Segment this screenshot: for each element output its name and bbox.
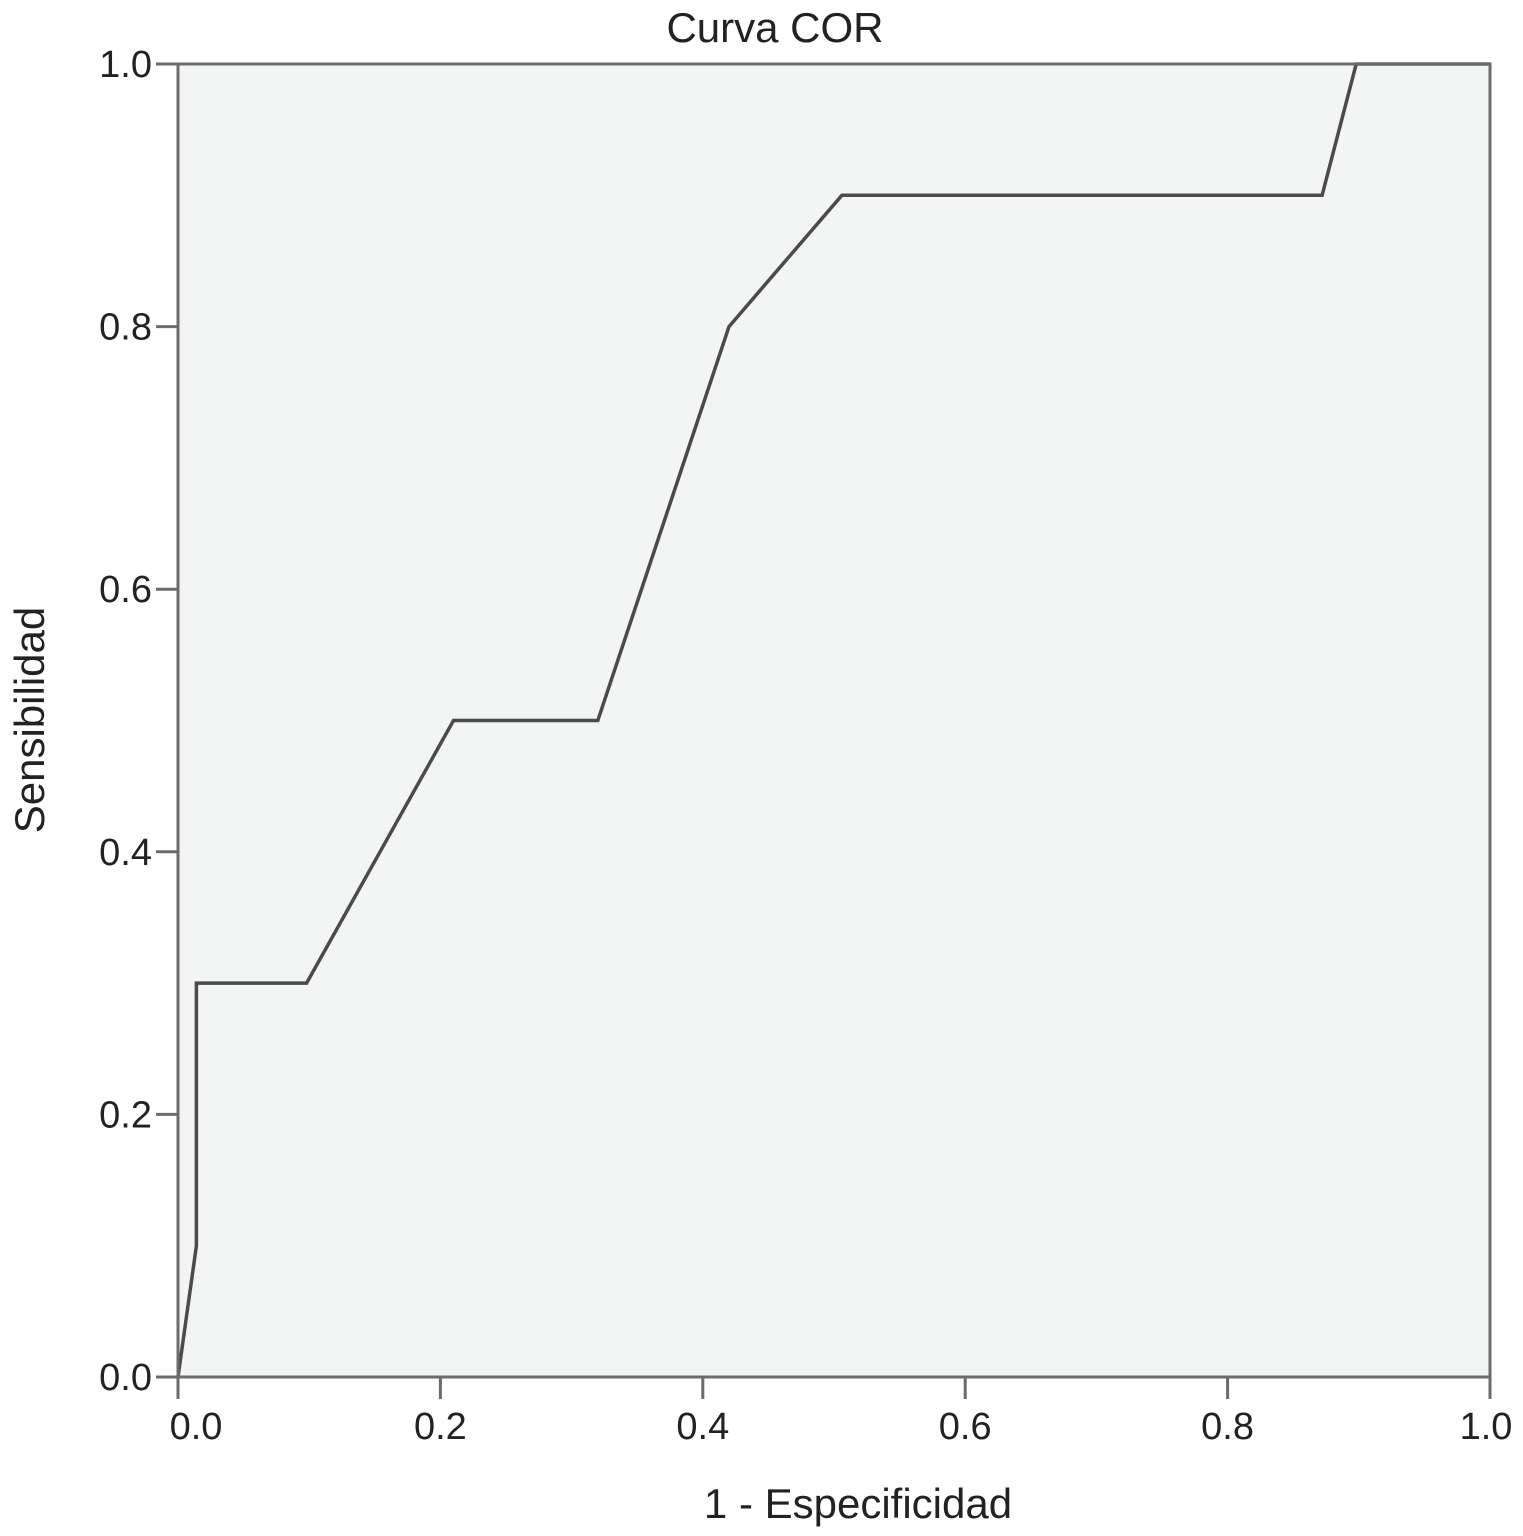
plot-background bbox=[178, 64, 1490, 1377]
series-line-roc bbox=[176, 62, 1490, 1378]
x-tick-label: 0.8 bbox=[1201, 1406, 1254, 1448]
y-tick-label: 0.8 bbox=[99, 307, 152, 349]
x-tick-label: 1.0 bbox=[1460, 1406, 1513, 1448]
plot-frame bbox=[176, 62, 1492, 1379]
x-tick-label: 0.6 bbox=[939, 1406, 992, 1448]
y-tick-label: 1.0 bbox=[99, 44, 152, 86]
x-tick-label: 0.2 bbox=[414, 1406, 467, 1448]
x-tick-label: 0.4 bbox=[676, 1406, 729, 1448]
y-tick-label: 0.6 bbox=[99, 569, 152, 611]
y-tick-label: 0.2 bbox=[99, 1094, 152, 1136]
x-axis-label: 1 - Especificidad bbox=[704, 1480, 1012, 1527]
y-tick-label: 0.0 bbox=[99, 1357, 152, 1399]
y-tick-label: 0.4 bbox=[99, 832, 152, 874]
x-tick-label: 0.0 bbox=[170, 1406, 223, 1448]
tick-group: 0.0 0.2 0.4 0.6 0.8 1.0 0.0 0.2 0.4 0.6 0.8 1.0 bbox=[99, 44, 1512, 1448]
y-axis-label: Sensibilidad bbox=[6, 607, 53, 834]
chart-title: Curva COR bbox=[666, 4, 883, 51]
